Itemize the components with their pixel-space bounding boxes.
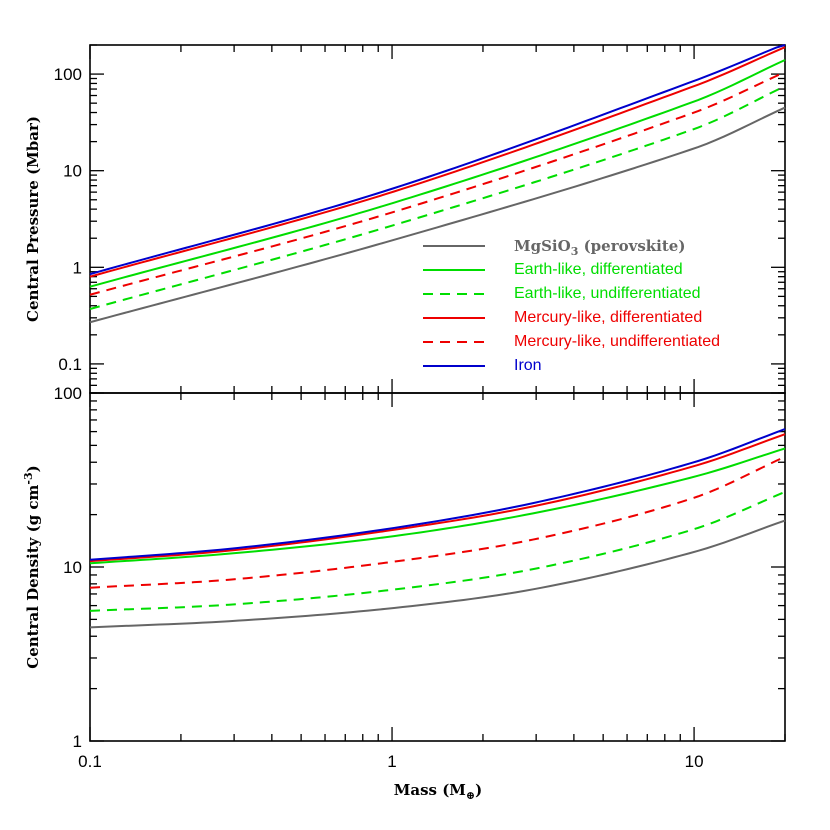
x-axis-title: Mass (M⊕) (394, 781, 482, 802)
legend-mgsio3-sub: 3 (571, 245, 579, 258)
axis-ticks (89, 44, 786, 742)
bottom-curve-mercury-like-undifferentiated (89, 455, 786, 589)
top-curve-mgsio3-perovskite- (89, 106, 786, 324)
legend-label-iron: Iron (514, 357, 542, 374)
x-tick-label: 1 (387, 752, 396, 771)
legend-mgsio3-tail: (perovskite) (578, 237, 685, 255)
x-tick-label: 0.1 (78, 752, 102, 771)
top-y-tick-label: 1 (73, 258, 82, 277)
bottom-y-tick-label: 1 (73, 732, 82, 751)
bottom-curve-mercury-like-differentiated (89, 433, 786, 563)
x-axis-title-main: Mass (M (394, 781, 466, 799)
bottom-y-axis-title: Central Density (g cm-3) (22, 465, 42, 668)
legend: MgSiO3 (perovskite) Earth-like, differen… (423, 237, 720, 374)
bottom-plot-frame (89, 392, 786, 742)
x-axis-title-tail: ) (475, 781, 482, 799)
top-y-axis-title: Central Pressure (Mbar) (24, 116, 42, 322)
x-tick-label: 10 (685, 752, 704, 771)
bottom-y-tick-label: 10 (63, 558, 82, 577)
top-panel-curves (89, 44, 786, 324)
legend-label-mercury-undiff: Mercury-like, undifferentiated (514, 333, 720, 350)
top-curve-mercury-like-undifferentiated (89, 71, 786, 296)
legend-label-earth-diff: Earth-like, differentiated (514, 261, 683, 278)
top-y-tick-label: 100 (54, 65, 82, 84)
legend-label-earth-undiff: Earth-like, undifferentiated (514, 285, 700, 302)
bottom-y-axis-title-tail: ) (24, 465, 42, 472)
top-y-tick-label: 10 (63, 162, 82, 181)
bottom-y-tick-label: 100 (54, 384, 82, 403)
bottom-y-axis-title-main: Central Density (g cm (24, 484, 42, 668)
bottom-curve-mgsio3-perovskite- (89, 519, 786, 629)
bottom-y-axis-title-sup: -3 (22, 472, 35, 484)
legend-label-mgsio3: MgSiO3 (perovskite) (514, 237, 685, 258)
legend-mgsio3-main: MgSiO (514, 237, 571, 255)
bottom-curve-earth-like-undifferentiated (89, 491, 786, 612)
x-axis-title-sub: ⊕ (466, 789, 475, 802)
top-curve-earth-like-undifferentiated (89, 85, 786, 310)
bottom-curve-iron (89, 428, 786, 561)
legend-label-mercury-diff: Mercury-like, differentiated (514, 309, 702, 326)
top-curve-mercury-like-differentiated (89, 46, 786, 278)
bottom-curve-earth-like-differentiated (89, 447, 786, 565)
bottom-panel-curves (89, 428, 786, 629)
top-y-tick-label: 0.1 (58, 355, 82, 374)
top-curve-earth-like-differentiated (89, 59, 786, 288)
top-curve-iron (89, 44, 786, 276)
